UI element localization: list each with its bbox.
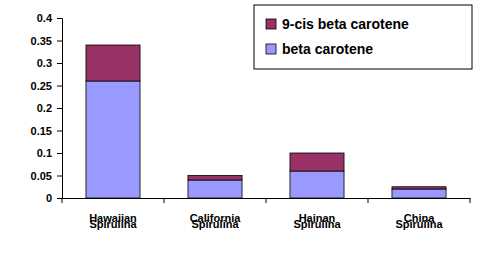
y-tick: 0.35 (31, 35, 62, 47)
background (0, 0, 485, 255)
y-tick-label: 0.3 (37, 57, 52, 69)
bar-segment (290, 171, 344, 198)
x-tick: HawaiianSpirulina (89, 198, 137, 230)
y-tick-mark (57, 108, 62, 109)
x-tick-label: CaliforniaSpirulina (190, 212, 242, 230)
category-divider (266, 198, 267, 203)
y-tick-mark (57, 41, 62, 42)
y-tick: 0.05 (31, 170, 62, 182)
y-tick: 0.15 (31, 125, 62, 137)
y-axis: 0 0.05 0.1 0.15 0.2 0.25 0.3 0.35 0.4 (31, 12, 63, 204)
chart: 0 0.05 0.1 0.15 0.2 0.25 0.3 0.35 0.4 HawaiianSpi… (0, 0, 485, 255)
bar-segment (86, 45, 140, 81)
y-tick: 0.1 (37, 147, 62, 159)
legend-swatch (266, 19, 276, 29)
legend-swatch (266, 44, 276, 54)
y-tick-label: 0.15 (31, 125, 52, 137)
bar-segment (188, 176, 242, 181)
y-tick-mark (57, 153, 62, 154)
y-tick: 0.4 (37, 12, 62, 24)
y-tick: 0.25 (31, 80, 62, 92)
y-tick-label: 0.35 (31, 35, 52, 47)
y-tick-label: 0.25 (31, 80, 52, 92)
y-tick-label: 0.1 (37, 147, 52, 159)
y-tick-label: 0.05 (31, 170, 52, 182)
category-divider (368, 198, 369, 203)
y-tick-mark (57, 18, 62, 19)
legend-label: 9-cis beta carotene (282, 16, 409, 32)
legend-box (254, 5, 472, 69)
y-tick-mark (57, 198, 62, 199)
category-divider (164, 198, 165, 203)
x-tick-label-line: Spirulina (191, 218, 239, 230)
y-tick-label: 0.4 (37, 12, 53, 24)
legend-label: beta carotene (282, 41, 373, 57)
x-tick-label-line: Spirulina (395, 218, 443, 230)
category-divider (62, 198, 63, 203)
series (86, 81, 446, 198)
x-tick-label-line: Spirulina (293, 218, 341, 230)
x-tick-label: HainanSpirulina (293, 212, 341, 230)
y-axis-line (57, 19, 63, 199)
bar-segment (290, 153, 344, 171)
x-tick: CaliforniaSpirulina (190, 198, 242, 230)
category-divider (470, 198, 471, 203)
y-tick: 0.3 (37, 57, 62, 69)
y-tick: 0.2 (37, 102, 62, 114)
x-axis: HawaiianSpirulina CaliforniaSpirulina Hain… (62, 198, 471, 230)
x-tick: HainanSpirulina (293, 198, 341, 230)
x-tick: ChinaSpirulina (395, 198, 443, 230)
bar-segment (188, 180, 242, 198)
bar-segment (392, 189, 446, 198)
y-tick-mark (57, 176, 62, 177)
y-tick-label: 0.2 (37, 102, 52, 114)
y-tick-mark (57, 63, 62, 64)
y-tick-mark (57, 86, 62, 87)
legend: 9-cis beta carotene beta carotene (254, 5, 472, 69)
y-tick-mark (57, 131, 62, 132)
bar-segment (86, 81, 140, 198)
x-tick-label-line: Spirulina (89, 218, 137, 230)
y-tick-label: 0 (46, 192, 52, 204)
bar-segment (392, 187, 446, 189)
y-tick: 0 (46, 192, 62, 204)
x-tick-label: ChinaSpirulina (395, 212, 443, 230)
x-tick-label: HawaiianSpirulina (89, 212, 137, 230)
